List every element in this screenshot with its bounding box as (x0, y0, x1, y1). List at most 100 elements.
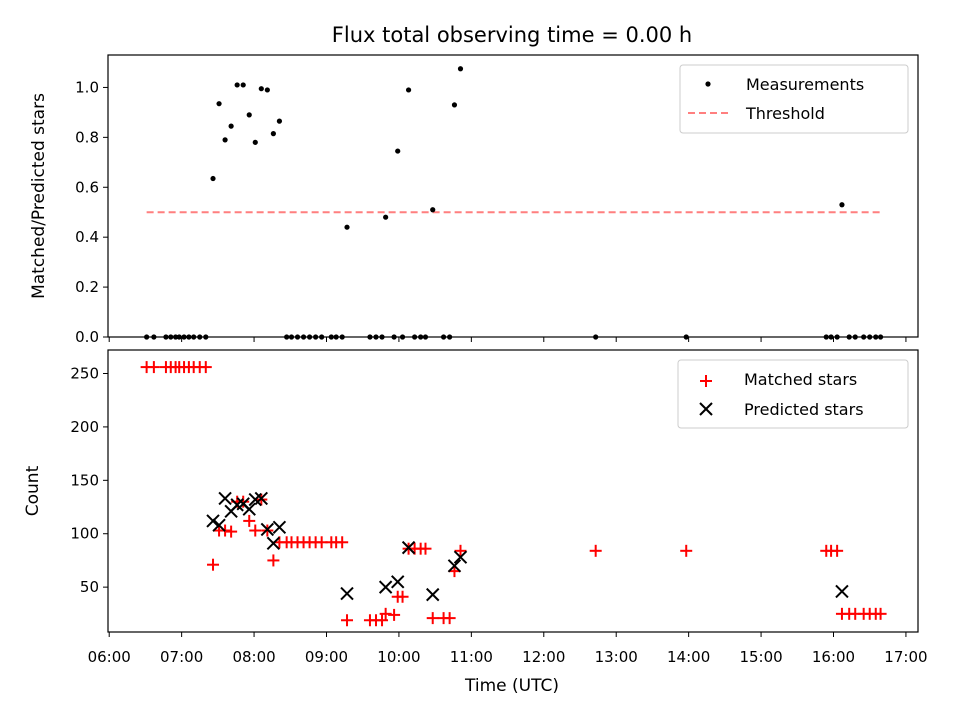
measurement-point (173, 334, 179, 340)
bottom-y-tick-label: 50 (80, 578, 99, 596)
bottom-legend: Matched stars Predicted stars (677, 359, 909, 429)
matched-star-point (396, 590, 409, 603)
measurement-point (288, 334, 295, 340)
bottom-x-ticks: 06:00 07:00 08:00 09:00 10:00 11:00 12:00 13:00… (88, 632, 928, 666)
measurement-point (391, 334, 397, 340)
predicted-star-point (835, 584, 849, 599)
bottom-x-tick-label: 13:00 (595, 648, 638, 666)
measurement-point (846, 334, 852, 340)
matched-star-point (376, 614, 389, 627)
measurement-point (181, 334, 187, 340)
top-y-tick-label: 1.0 (75, 78, 99, 96)
matched-star-point (426, 612, 439, 625)
measurement-point (252, 139, 258, 145)
legend-threshold-label: Threshold (745, 104, 825, 123)
predicted-star-point (242, 502, 256, 516)
predicted-star-point (401, 540, 416, 555)
predicted-star-point (218, 491, 232, 506)
bottom-y-tick-label: 200 (70, 418, 99, 436)
measurement-point (163, 334, 169, 340)
matched-star-point (454, 544, 467, 557)
bottom-x-tick-label: 15:00 (739, 648, 782, 666)
matched-star-point (147, 361, 160, 374)
measurement-point (877, 334, 884, 340)
measurement-point (313, 334, 319, 340)
measurement-point (328, 334, 334, 340)
measurement-point (422, 334, 429, 340)
legend-measurements-marker (705, 81, 711, 87)
measurement-point (151, 334, 157, 340)
matched-star-point (419, 542, 432, 555)
bottom-x-tick-label: 11:00 (450, 648, 493, 666)
predicted-star-point (212, 518, 226, 532)
top-legend-box (679, 64, 909, 134)
measurement-point (144, 334, 150, 340)
measurement-point (333, 334, 339, 340)
predicted-star-point (426, 587, 440, 602)
measurement-point (186, 334, 192, 340)
bottom-y-ticks: 50 100 150 200 250 (70, 365, 108, 596)
top-y-tick-label: 0.2 (75, 278, 99, 296)
measurement-point (383, 214, 389, 220)
measurement-point (197, 334, 203, 340)
measurement-point (210, 175, 216, 182)
measurement-point (339, 334, 345, 340)
measurement-point (867, 334, 873, 340)
measurement-point (405, 87, 412, 93)
bottom-marks (140, 361, 887, 627)
measurement-point (300, 334, 307, 340)
bottom-plot-frame (107, 349, 919, 633)
predicted-star-point (260, 522, 275, 537)
legend-matched-label: Matched stars (744, 370, 857, 389)
measurement-point (258, 86, 264, 92)
matched-star-point (225, 525, 238, 538)
x-axis-label: Time (UTC) (464, 676, 559, 696)
measurement-point (828, 334, 834, 340)
measurement-point (228, 123, 234, 129)
matched-star-point (680, 544, 693, 557)
matched-star-point (874, 607, 887, 620)
matched-star-point (388, 608, 401, 621)
measurement-point (430, 207, 436, 213)
measurement-point (344, 224, 350, 230)
chart-title: Flux total observing time = 0.00 h (332, 23, 692, 47)
matched-star-point (249, 524, 262, 537)
bottom-panel: 50 100 150 200 250 06:00 07:00 08:00 09:00 10:00… (23, 349, 928, 696)
top-plot-frame (107, 54, 919, 338)
bottom-x-tick-label: 10:00 (377, 648, 420, 666)
top-marks (144, 66, 884, 340)
legend-matched-marker (700, 375, 712, 387)
top-y-tick-label: 0.6 (75, 178, 99, 196)
predicted-star-point (272, 520, 287, 535)
top-y-tick-label: 0.4 (75, 228, 99, 246)
bottom-x-tick-label: 07:00 (160, 648, 203, 666)
bottom-y-axis-label: Count (23, 465, 43, 516)
measurement-point (852, 334, 858, 340)
bottom-x-tick-label: 09:00 (305, 648, 348, 666)
measurement-point (834, 334, 840, 340)
measurement-point (168, 334, 174, 340)
measurement-point (270, 131, 276, 137)
bottom-y-tick-label: 250 (70, 365, 99, 383)
measurement-point (176, 334, 182, 340)
measurement-point (222, 137, 228, 143)
measurement-point (447, 334, 453, 340)
legend-measurements-label: Measurements (746, 75, 864, 94)
measurement-point (319, 334, 325, 340)
predicted-star-point (453, 550, 468, 564)
measurement-point (240, 82, 246, 88)
measurement-point (593, 334, 599, 340)
bottom-x-tick-label: 16:00 (812, 648, 855, 666)
measurement-point (276, 118, 283, 124)
measurement-point (306, 334, 313, 340)
predicted-star-point (206, 514, 220, 528)
predicted-star-point (391, 575, 405, 589)
matched-star-point (336, 536, 349, 549)
measurement-point (873, 334, 879, 340)
top-legend: Measurements Threshold (679, 64, 909, 134)
matched-star-point (589, 544, 602, 557)
measurement-point (440, 334, 447, 340)
measurement-point (203, 334, 209, 340)
measurement-point (264, 87, 270, 93)
measurement-point (399, 334, 406, 340)
